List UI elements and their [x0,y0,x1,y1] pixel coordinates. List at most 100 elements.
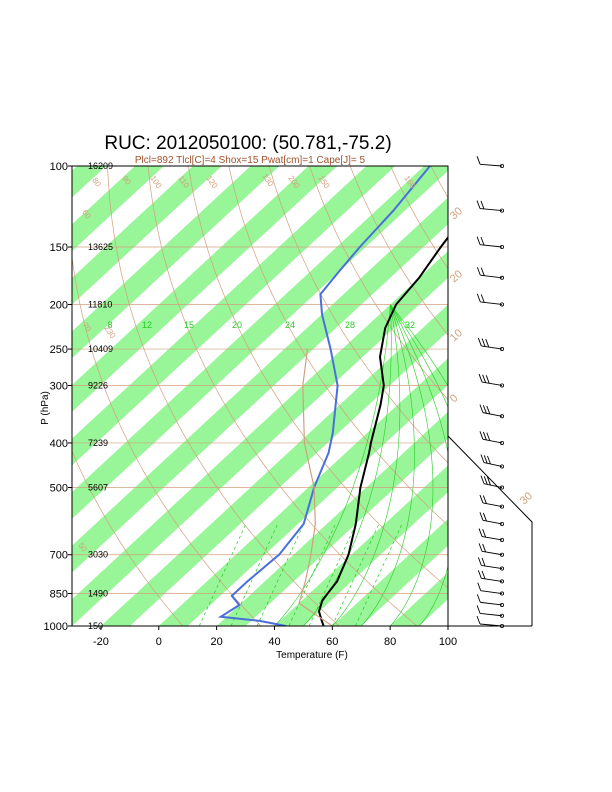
wind-barb [479,512,504,526]
pressure-tick-label: 500 [50,483,68,495]
wind-barb-panel [447,435,533,627]
wind-barb [480,475,504,490]
wind-barbs [476,156,504,629]
x-tick-label: 80 [384,636,396,648]
isotherm-band [274,465,448,626]
wind-barb [479,431,504,445]
dry-adiabats [72,166,612,636]
height-label: 150 [88,621,103,631]
mixing-ratio-line [198,523,247,626]
pressure-tick-label: 850 [50,589,68,601]
isotherm-band [72,251,448,626]
x-tick-label: 100 [439,636,457,648]
moist-adiabat-line [389,304,434,626]
wind-barb [478,373,504,388]
isotherm-band [216,411,448,626]
wind-barb [477,337,504,352]
isotherm-band [448,166,612,626]
mixing-ratio-line [256,523,305,626]
x-axis-title: Temperature (F) [276,650,348,661]
height-label: 5607 [88,483,108,493]
plot-area [71,165,612,636]
dry-adiabat-line [512,166,612,636]
moist-adiabat-line [390,304,448,626]
dewpoint-profile-line [217,166,431,626]
dry-adiabat-line [72,254,262,626]
isotherm-band [72,166,107,198]
pressure-tick-label: 250 [50,344,68,356]
dry-adiabat-line [552,166,612,636]
wind-barb [477,582,504,596]
adiabat-label: 230 [102,324,117,341]
mixing-ratio-line [288,523,336,626]
wind-barb [479,404,504,419]
plot-frame [71,165,449,627]
adiabat-label: 130 [260,172,275,189]
mixing-ratio-line [331,523,380,626]
wind-barb [479,494,504,509]
pressure-tick-label: 700 [50,550,68,562]
wind-panel-border [447,435,533,626]
isotherm-label: 30 [448,205,465,222]
isotherm-band [390,572,448,626]
height-label: 9226 [88,380,108,390]
wind-barb [477,570,504,584]
adiabat-label: 120 [204,174,219,191]
adiabat-label: 150 [316,174,331,191]
mixing-ratio-label: 24 [285,320,295,330]
x-tick-label: -20 [93,636,109,648]
wind-barb [478,543,504,557]
wind-barb [476,615,504,629]
isotherm-label: 0 [448,392,461,405]
pressure-tick-label: 300 [50,380,68,392]
height-label: 13625 [88,242,113,252]
mixing-ratio-label: 28 [345,320,355,330]
isotherm-band [332,518,448,626]
mixing-ratio-line [308,523,357,626]
wind-barb [477,557,504,571]
wind-barb [476,200,504,213]
isotherm-label: 30 [518,490,535,507]
mixing-ratio-label: 12 [142,320,152,330]
isobar-lines [72,166,448,626]
dry-adiabat-line [309,166,448,401]
pressure-tick-label: 100 [50,161,68,173]
height-label: 1490 [88,589,108,599]
dry-adiabat-line [107,166,340,626]
height-label: 7239 [88,438,108,448]
isotherm-band [72,197,448,573]
x-tick-label: 60 [326,636,338,648]
wind-barb [476,156,504,168]
chart-title: RUC: 2012050100: (50.781,-75.2) [104,133,391,154]
wind-barb [478,528,504,542]
height-label: 11810 [88,299,112,309]
isotherm-band [72,166,396,466]
moist-adiabat-line [332,304,401,626]
wind-barb [476,605,504,618]
moist-adiabat-line [360,304,415,626]
mixing-ratio-label: 15 [184,320,194,330]
sounding-profiles [217,166,448,626]
mixing-ratio-label: 8 [107,320,112,330]
mixing-ratio-line [230,523,279,626]
height-label: 10409 [88,344,113,354]
dry-adiabat-line [228,166,448,526]
isotherm-band [72,166,280,359]
temperature-profile-line [317,235,448,626]
mixing-ratio-label: 20 [232,320,242,330]
x-tick-label: 0 [156,636,162,648]
dry-adiabat-line [188,166,448,589]
dry-adiabat-line [72,450,184,626]
wind-barb [476,293,504,307]
isotherm-band [506,166,612,626]
isotherm-band [72,166,222,305]
wind-barb [476,236,504,250]
height-label: 3030 [88,550,108,560]
isotherm-band [72,166,338,412]
wind-barb [476,594,504,607]
isotherm-band [72,166,164,252]
dry-adiabat-line [593,166,612,636]
pressure-tick-label: 400 [50,438,68,450]
pressure-tick-label: 1000 [44,621,68,633]
